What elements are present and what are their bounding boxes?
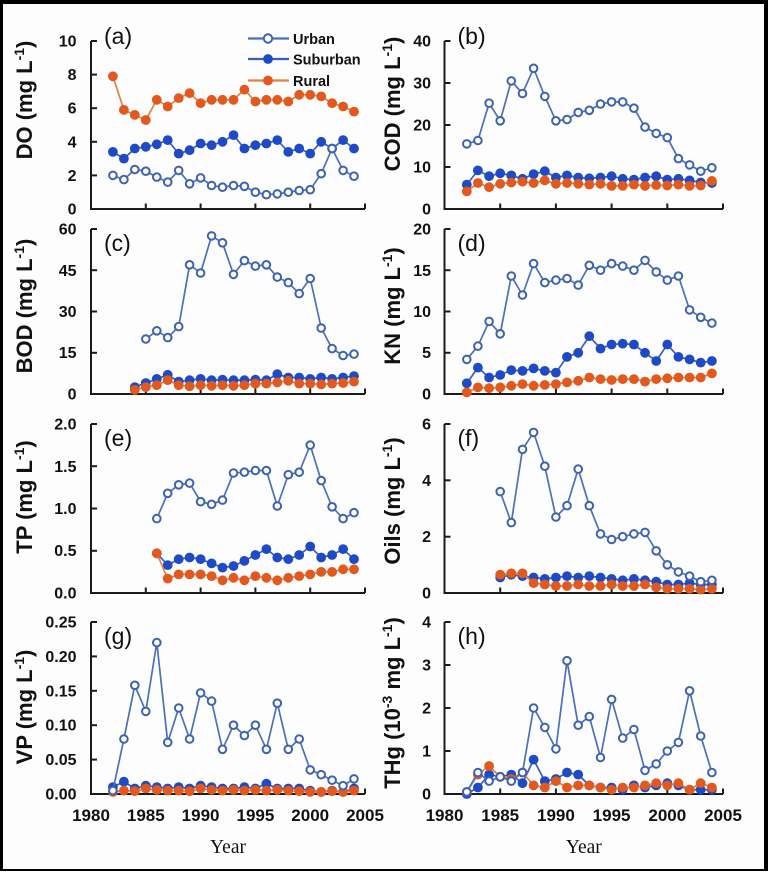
svg-text:15: 15 xyxy=(59,345,77,362)
svg-text:1985: 1985 xyxy=(127,806,165,825)
svg-text:4: 4 xyxy=(68,134,77,151)
svg-text:(f): (f) xyxy=(458,425,480,451)
svg-text:Year: Year xyxy=(566,837,602,858)
svg-text:1.5: 1.5 xyxy=(54,459,76,476)
svg-text:0: 0 xyxy=(422,202,431,219)
svg-text:(d): (d) xyxy=(458,230,486,256)
svg-text:10: 10 xyxy=(413,304,431,321)
svg-text:2005: 2005 xyxy=(346,806,384,825)
svg-text:2000: 2000 xyxy=(291,806,329,825)
svg-text:0.15: 0.15 xyxy=(45,683,76,700)
svg-text:1: 1 xyxy=(422,744,431,761)
svg-text:4: 4 xyxy=(422,615,431,632)
svg-text:(g): (g) xyxy=(104,623,132,649)
svg-text:2: 2 xyxy=(422,529,431,546)
svg-text:45: 45 xyxy=(59,263,77,280)
svg-text:BOD (mg L-1​): BOD (mg L-1​) xyxy=(11,239,37,374)
svg-text:20: 20 xyxy=(413,118,431,135)
svg-text:0: 0 xyxy=(68,202,77,219)
svg-text:30: 30 xyxy=(413,76,431,93)
svg-text:40: 40 xyxy=(413,34,431,51)
svg-text:0.5: 0.5 xyxy=(54,543,76,560)
svg-text:0: 0 xyxy=(68,387,77,404)
svg-text:15: 15 xyxy=(413,263,431,280)
svg-text:2.0: 2.0 xyxy=(54,417,76,434)
svg-text:(b): (b) xyxy=(458,23,486,49)
svg-text:2: 2 xyxy=(422,701,431,718)
svg-text:8: 8 xyxy=(68,67,77,84)
svg-text:1985: 1985 xyxy=(481,806,519,825)
svg-text:1980: 1980 xyxy=(72,806,110,825)
svg-text:0.20: 0.20 xyxy=(45,649,76,666)
svg-text:5: 5 xyxy=(422,345,431,362)
svg-text:0.00: 0.00 xyxy=(45,787,76,804)
svg-text:0.0: 0.0 xyxy=(54,586,76,603)
svg-text:10: 10 xyxy=(59,34,77,51)
svg-text:0.05: 0.05 xyxy=(45,752,76,769)
svg-text:0: 0 xyxy=(422,787,431,804)
svg-text:20: 20 xyxy=(413,222,431,239)
svg-text:DO (mg L-1​): DO (mg L-1​) xyxy=(11,41,37,160)
svg-text:0.10: 0.10 xyxy=(45,718,76,735)
svg-text:1990: 1990 xyxy=(537,806,575,825)
svg-text:1.0: 1.0 xyxy=(54,501,76,518)
svg-text:0: 0 xyxy=(422,387,431,404)
svg-text:4: 4 xyxy=(422,473,431,490)
svg-text:1990: 1990 xyxy=(182,806,220,825)
svg-text:6: 6 xyxy=(422,417,431,434)
svg-text:Urban: Urban xyxy=(293,32,335,48)
svg-text:(a): (a) xyxy=(104,23,132,49)
svg-text:6: 6 xyxy=(68,101,77,118)
svg-text:Year: Year xyxy=(210,837,246,858)
svg-text:2: 2 xyxy=(68,168,77,185)
svg-text:30: 30 xyxy=(59,304,77,321)
svg-text:Rural: Rural xyxy=(293,74,330,90)
svg-text:0: 0 xyxy=(422,586,431,603)
svg-text:10: 10 xyxy=(413,160,431,177)
svg-text:(h): (h) xyxy=(458,623,486,649)
svg-text:(e): (e) xyxy=(104,425,132,451)
svg-text:1995: 1995 xyxy=(593,806,631,825)
svg-text:(c): (c) xyxy=(104,230,131,256)
svg-text:3: 3 xyxy=(422,658,431,675)
svg-text:60: 60 xyxy=(59,222,77,239)
svg-text:COD (mg L-1​): COD (mg L-1​) xyxy=(379,37,405,172)
svg-text:Suburban: Suburban xyxy=(293,53,361,69)
svg-text:2000: 2000 xyxy=(648,806,686,825)
svg-text:0.25: 0.25 xyxy=(45,615,76,632)
svg-text:Oils (mg L-1​): Oils (mg L-1​) xyxy=(379,437,405,564)
svg-text:1980: 1980 xyxy=(426,806,464,825)
svg-text:2005: 2005 xyxy=(704,806,742,825)
svg-text:1995: 1995 xyxy=(236,806,274,825)
